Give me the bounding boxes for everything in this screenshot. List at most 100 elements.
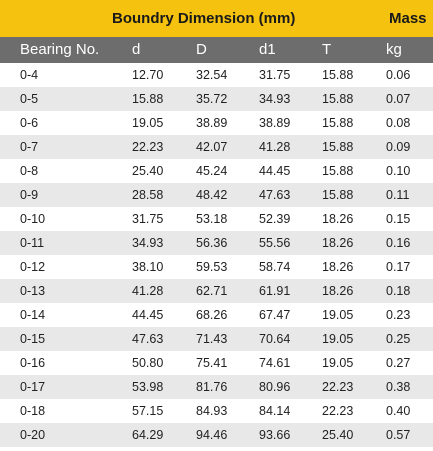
cell-d1: 67.47 — [259, 308, 291, 322]
column-header-t: T — [322, 41, 332, 58]
cell-kg: 0.40 — [386, 404, 411, 418]
cell-d1: 74.61 — [259, 356, 291, 370]
cell-t: 15.88 — [322, 188, 354, 202]
cell-big-d: 81.76 — [196, 380, 228, 394]
cell-t: 15.88 — [322, 116, 354, 130]
cell-big-d: 75.41 — [196, 356, 228, 370]
table-row: 0-11 34.93 56.36 55.56 18.26 0.16 — [0, 231, 433, 255]
cell-t: 18.26 — [322, 236, 354, 250]
cell-bearing-no: 0-14 — [20, 308, 46, 322]
table-banner: Boundry Dimension (mm) Mass — [0, 0, 433, 37]
cell-kg: 0.17 — [386, 260, 411, 274]
table-row: 0-18 57.15 84.93 84.14 22.23 0.40 — [0, 399, 433, 423]
cell-d: 31.75 — [132, 212, 164, 226]
cell-kg: 0.09 — [386, 140, 411, 154]
cell-t: 15.88 — [322, 140, 354, 154]
cell-d1: 70.64 — [259, 332, 291, 346]
cell-kg: 0.10 — [386, 164, 411, 178]
cell-d1: 58.74 — [259, 260, 291, 274]
cell-t: 22.23 — [322, 404, 354, 418]
cell-kg: 0.16 — [386, 236, 411, 250]
cell-bearing-no: 0-11 — [20, 236, 45, 250]
boundary-dimension-title: Boundry Dimension (mm) — [112, 10, 296, 27]
cell-bearing-no: 0-10 — [20, 212, 46, 226]
cell-t: 18.26 — [322, 284, 354, 298]
cell-d1: 61.91 — [259, 284, 291, 298]
cell-t: 15.88 — [322, 68, 354, 82]
table-row: 0-15 47.63 71.43 70.64 19.05 0.25 — [0, 327, 433, 351]
cell-big-d: 68.26 — [196, 308, 228, 322]
cell-d: 25.40 — [132, 164, 164, 178]
cell-t: 25.40 — [322, 428, 354, 442]
cell-big-d: 38.89 — [196, 116, 228, 130]
cell-kg: 0.57 — [386, 428, 411, 442]
cell-d: 57.15 — [132, 404, 164, 418]
cell-bearing-no: 0-12 — [20, 260, 46, 274]
cell-kg: 0.23 — [386, 308, 411, 322]
cell-big-d: 62.71 — [196, 284, 228, 298]
cell-d: 47.63 — [132, 332, 164, 346]
cell-bearing-no: 0-20 — [20, 428, 46, 442]
table-body: 0-4 12.70 32.54 31.75 15.88 0.06 0-5 15.88 35.72… — [0, 63, 433, 447]
column-header-d1: d1 — [259, 41, 276, 58]
cell-kg: 0.11 — [386, 188, 410, 202]
table-row: 0-4 12.70 32.54 31.75 15.88 0.06 — [0, 63, 433, 87]
cell-t: 15.88 — [322, 92, 354, 106]
cell-d1: 93.66 — [259, 428, 291, 442]
cell-bearing-no: 0-9 — [20, 188, 39, 202]
cell-d: 44.45 — [132, 308, 164, 322]
column-header-row: Bearing No. d D d1 T kg — [0, 37, 433, 63]
cell-t: 18.26 — [322, 212, 354, 226]
cell-d: 64.29 — [132, 428, 164, 442]
cell-big-d: 42.07 — [196, 140, 228, 154]
cell-bearing-no: 0-6 — [20, 116, 39, 130]
cell-d1: 84.14 — [259, 404, 291, 418]
column-header-big-d: D — [196, 41, 207, 58]
table-row: 0-14 44.45 68.26 67.47 19.05 0.23 — [0, 303, 433, 327]
cell-big-d: 35.72 — [196, 92, 228, 106]
cell-d1: 47.63 — [259, 188, 291, 202]
cell-d: 22.23 — [132, 140, 164, 154]
cell-bearing-no: 0-7 — [20, 140, 39, 154]
cell-bearing-no: 0-15 — [20, 332, 46, 346]
cell-d: 41.28 — [132, 284, 164, 298]
cell-d1: 34.93 — [259, 92, 291, 106]
table-row: 0-20 64.29 94.46 93.66 25.40 0.57 — [0, 423, 433, 447]
table-row: 0-10 31.75 53.18 52.39 18.26 0.15 — [0, 207, 433, 231]
cell-big-d: 84.93 — [196, 404, 228, 418]
cell-d1: 41.28 — [259, 140, 291, 154]
table-row: 0-16 50.80 75.41 74.61 19.05 0.27 — [0, 351, 433, 375]
cell-big-d: 48.42 — [196, 188, 228, 202]
cell-bearing-no: 0-4 — [20, 68, 39, 82]
cell-big-d: 71.43 — [196, 332, 228, 346]
column-header-kg: kg — [386, 41, 402, 58]
cell-big-d: 56.36 — [196, 236, 228, 250]
cell-kg: 0.18 — [386, 284, 411, 298]
cell-big-d: 59.53 — [196, 260, 228, 274]
cell-big-d: 32.54 — [196, 68, 228, 82]
cell-d: 12.70 — [132, 68, 164, 82]
cell-big-d: 94.46 — [196, 428, 228, 442]
cell-t: 19.05 — [322, 308, 354, 322]
cell-d1: 38.89 — [259, 116, 291, 130]
table-row: 0-5 15.88 35.72 34.93 15.88 0.07 — [0, 87, 433, 111]
table-row: 0-12 38.10 59.53 58.74 18.26 0.17 — [0, 255, 433, 279]
table-row: 0-13 41.28 62.71 61.91 18.26 0.18 — [0, 279, 433, 303]
table-row: 0-9 28.58 48.42 47.63 15.88 0.11 — [0, 183, 433, 207]
cell-kg: 0.38 — [386, 380, 411, 394]
cell-t: 19.05 — [322, 332, 354, 346]
cell-kg: 0.07 — [386, 92, 411, 106]
table-row: 0-6 19.05 38.89 38.89 15.88 0.08 — [0, 111, 433, 135]
cell-bearing-no: 0-8 — [20, 164, 39, 178]
column-header-bearing-no: Bearing No. — [20, 41, 100, 58]
cell-d1: 52.39 — [259, 212, 291, 226]
cell-t: 19.05 — [322, 356, 354, 370]
cell-d1: 55.56 — [259, 236, 291, 250]
cell-bearing-no: 0-5 — [20, 92, 39, 106]
table-row: 0-7 22.23 42.07 41.28 15.88 0.09 — [0, 135, 433, 159]
cell-d: 19.05 — [132, 116, 164, 130]
cell-d: 53.98 — [132, 380, 164, 394]
cell-d1: 31.75 — [259, 68, 291, 82]
cell-d: 38.10 — [132, 260, 164, 274]
